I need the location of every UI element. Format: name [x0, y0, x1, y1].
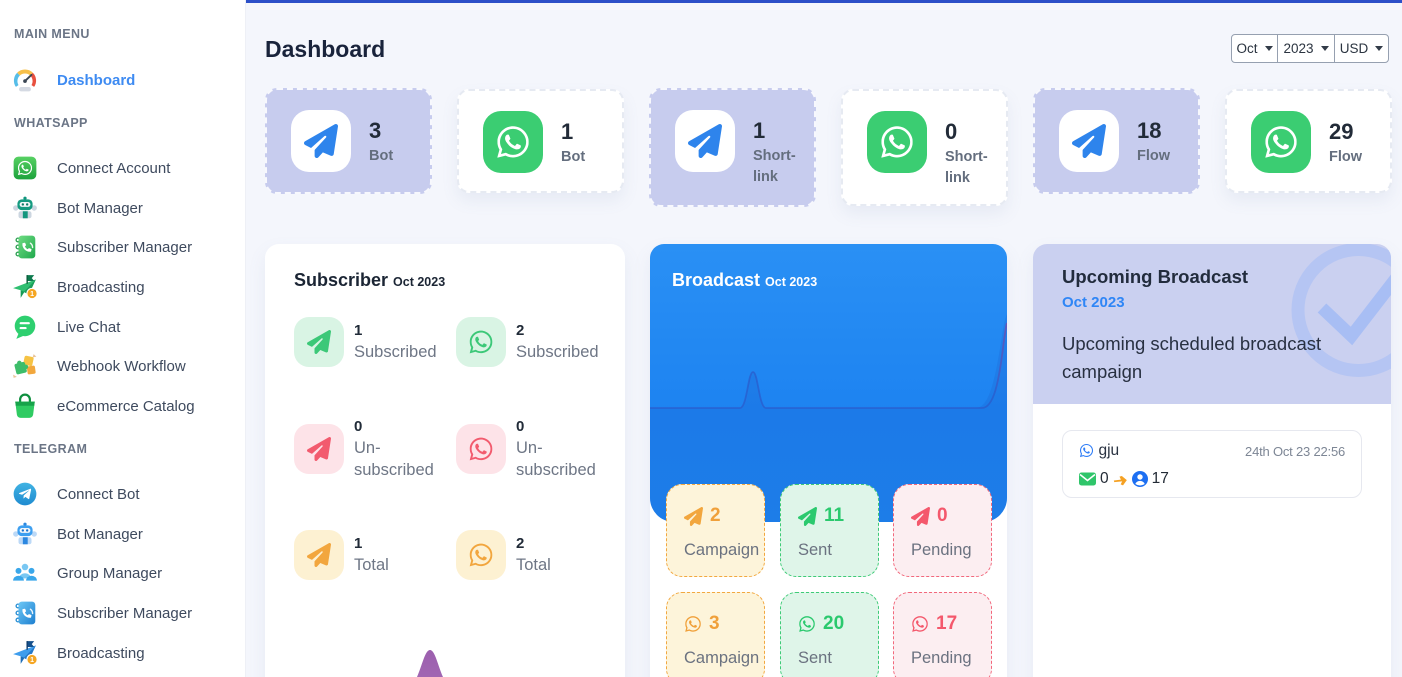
svg-text:1: 1 — [30, 657, 34, 664]
svg-text:1: 1 — [30, 291, 34, 298]
